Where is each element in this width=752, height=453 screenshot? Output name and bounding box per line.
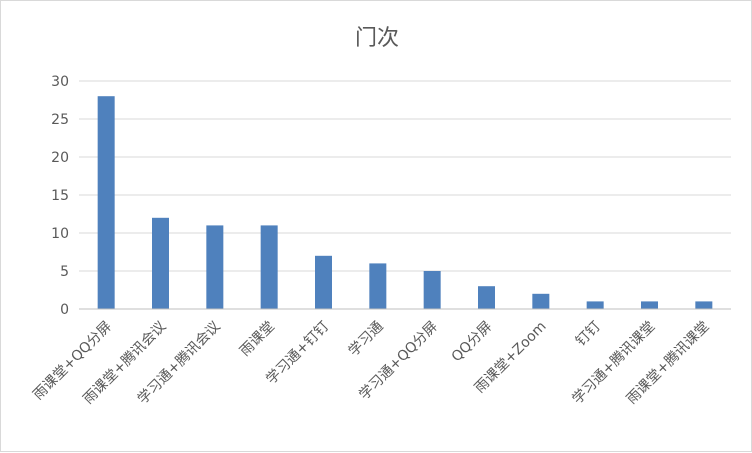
bar — [641, 301, 658, 309]
bar — [695, 301, 713, 309]
bar — [315, 255, 332, 309]
x-tick-label: 钉钉 — [573, 319, 604, 350]
gridlines — [79, 80, 731, 272]
y-tick-label: 30 — [51, 74, 69, 90]
bar — [206, 225, 224, 309]
bar — [152, 217, 169, 309]
bar — [260, 225, 278, 309]
y-axis-ticks: 0 5 10 15 20 25 30 — [51, 74, 69, 318]
chart-title: 门次 — [355, 26, 399, 51]
bar — [586, 301, 604, 309]
x-tick-label: QQ分屏 — [449, 319, 496, 366]
y-tick-label: 25 — [51, 112, 69, 128]
bar — [369, 263, 387, 309]
bar — [423, 271, 441, 309]
bars — [97, 96, 713, 309]
x-tick-label: 学习通 — [346, 319, 387, 360]
bar — [478, 286, 495, 309]
y-tick-label: 0 — [60, 302, 69, 318]
y-tick-label: 5 — [60, 264, 69, 280]
x-tick-label: 雨课堂 — [237, 319, 278, 360]
y-tick-label: 20 — [51, 150, 69, 166]
bar — [97, 96, 115, 309]
y-tick-label: 15 — [51, 188, 69, 204]
y-tick-label: 10 — [51, 226, 69, 242]
bar — [532, 293, 550, 309]
